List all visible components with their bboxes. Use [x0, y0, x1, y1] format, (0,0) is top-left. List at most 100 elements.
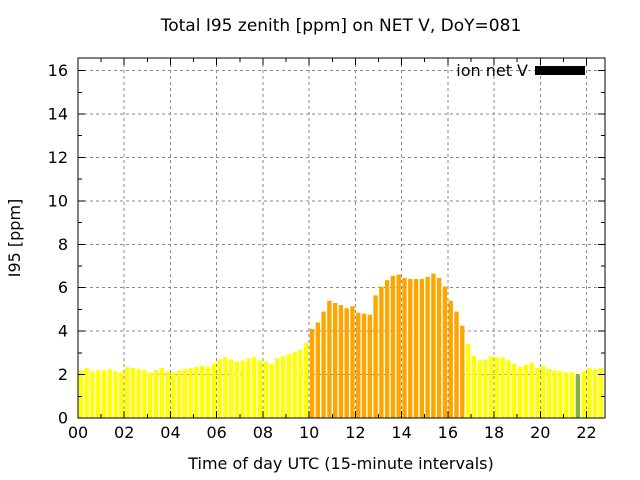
bar-1115: [338, 305, 344, 418]
bar-0845: [280, 356, 286, 418]
bar-1130: [344, 308, 349, 418]
y-tick-label: 12: [48, 148, 68, 167]
bar-0600: [217, 359, 222, 418]
ticks-layer: [77, 58, 605, 419]
y-tick-label: 4: [58, 322, 68, 341]
bar-2015: [546, 369, 552, 418]
bar-0715: [246, 358, 251, 418]
bar-0000: [78, 370, 84, 418]
bar-0515: [200, 365, 205, 418]
bar-1200: [356, 312, 361, 418]
bar-1330: [390, 275, 396, 418]
x-tick-label: 18: [484, 423, 504, 442]
bar-1845: [512, 363, 517, 418]
grid-layer: [78, 58, 605, 418]
chart-title: Total I95 zenith [ppm] on NET V, DoY=081: [160, 16, 522, 36]
bar-0615: [223, 357, 228, 418]
bar-0745: [257, 360, 263, 418]
bar-1500: [425, 276, 430, 418]
bar-2045: [558, 371, 563, 418]
bar-0630: [228, 359, 234, 418]
bar-1300: [379, 286, 384, 418]
bar-1800: [494, 357, 500, 418]
bar-1600: [448, 300, 453, 418]
bar-0445: [188, 368, 193, 418]
bar-1630: [460, 325, 465, 418]
bar-0230: [136, 369, 141, 418]
bar-0415: [176, 370, 182, 418]
bar-0315: [153, 370, 159, 418]
x-tick-label: 12: [345, 423, 365, 442]
bar-1645: [465, 344, 471, 418]
bar-1445: [419, 279, 425, 418]
bar-0200: [124, 366, 130, 418]
y-tick-label: 2: [58, 365, 68, 384]
bar-0500: [194, 366, 199, 418]
bar-1545: [442, 286, 448, 418]
bar-0400: [171, 372, 176, 418]
bar-1000: [309, 328, 315, 418]
bar-1530: [436, 277, 442, 418]
y-tick-label: 16: [48, 61, 68, 80]
bar-1715: [477, 360, 482, 418]
bar-2145: [581, 371, 586, 418]
bar-1515: [431, 273, 436, 418]
legend-swatch: [535, 66, 585, 75]
bar-0815: [269, 363, 274, 418]
bar-0530: [205, 366, 211, 418]
bar-0800: [263, 361, 268, 418]
bar-0045: [96, 370, 101, 418]
bar-1215: [361, 313, 367, 418]
bar-1015: [315, 322, 320, 418]
x-tick-label: 00: [68, 423, 88, 442]
x-axis-label: Time of day UTC (15-minute intervals): [187, 454, 494, 473]
bar-0330: [159, 368, 164, 418]
x-tick-label: 14: [391, 423, 411, 442]
x-tick-label: 16: [438, 423, 458, 442]
bar-0345: [165, 371, 170, 418]
legend-label: ion net V: [456, 61, 528, 80]
bar-1030: [321, 311, 326, 418]
bar-2115: [569, 372, 575, 418]
bar-1900: [517, 366, 523, 418]
bar-0030: [90, 371, 95, 418]
bars-layer: [78, 273, 606, 418]
bar-0730: [252, 357, 257, 418]
y-tick-label: 8: [58, 235, 68, 254]
bar-0900: [286, 353, 292, 418]
bar-1830: [506, 360, 511, 418]
bar-2030: [552, 370, 557, 418]
y-axis-label: I95 [ppm]: [5, 199, 24, 278]
bar-0945: [304, 343, 309, 418]
x-tick-label: 22: [576, 423, 596, 442]
bar-2000: [540, 365, 546, 418]
x-tick-label: 06: [207, 423, 227, 442]
bar-2200: [587, 368, 592, 418]
bar-0245: [142, 370, 147, 418]
bar-1315: [384, 280, 390, 418]
plot-border: [77, 57, 606, 419]
bar-1430: [413, 279, 419, 418]
bar-0430: [182, 369, 188, 418]
bar-1930: [529, 362, 534, 418]
y-tick-label: 10: [48, 191, 68, 210]
bar-1245: [373, 295, 378, 418]
bar-0300: [148, 372, 153, 418]
bar-0545: [211, 363, 216, 418]
bar-0115: [107, 369, 112, 418]
bar-1415: [408, 279, 413, 418]
bar-0145: [119, 372, 124, 418]
x-tick-label: 02: [114, 423, 134, 442]
bar-2215: [592, 369, 598, 418]
bar-1615: [454, 311, 459, 418]
legend: ion net V: [456, 61, 585, 80]
bar-1045: [327, 300, 332, 418]
bar-2130: [575, 374, 581, 418]
bar-1730: [483, 359, 488, 418]
bar-1745: [488, 356, 494, 418]
bar-0215: [130, 368, 136, 418]
x-tick-label: 20: [530, 423, 550, 442]
